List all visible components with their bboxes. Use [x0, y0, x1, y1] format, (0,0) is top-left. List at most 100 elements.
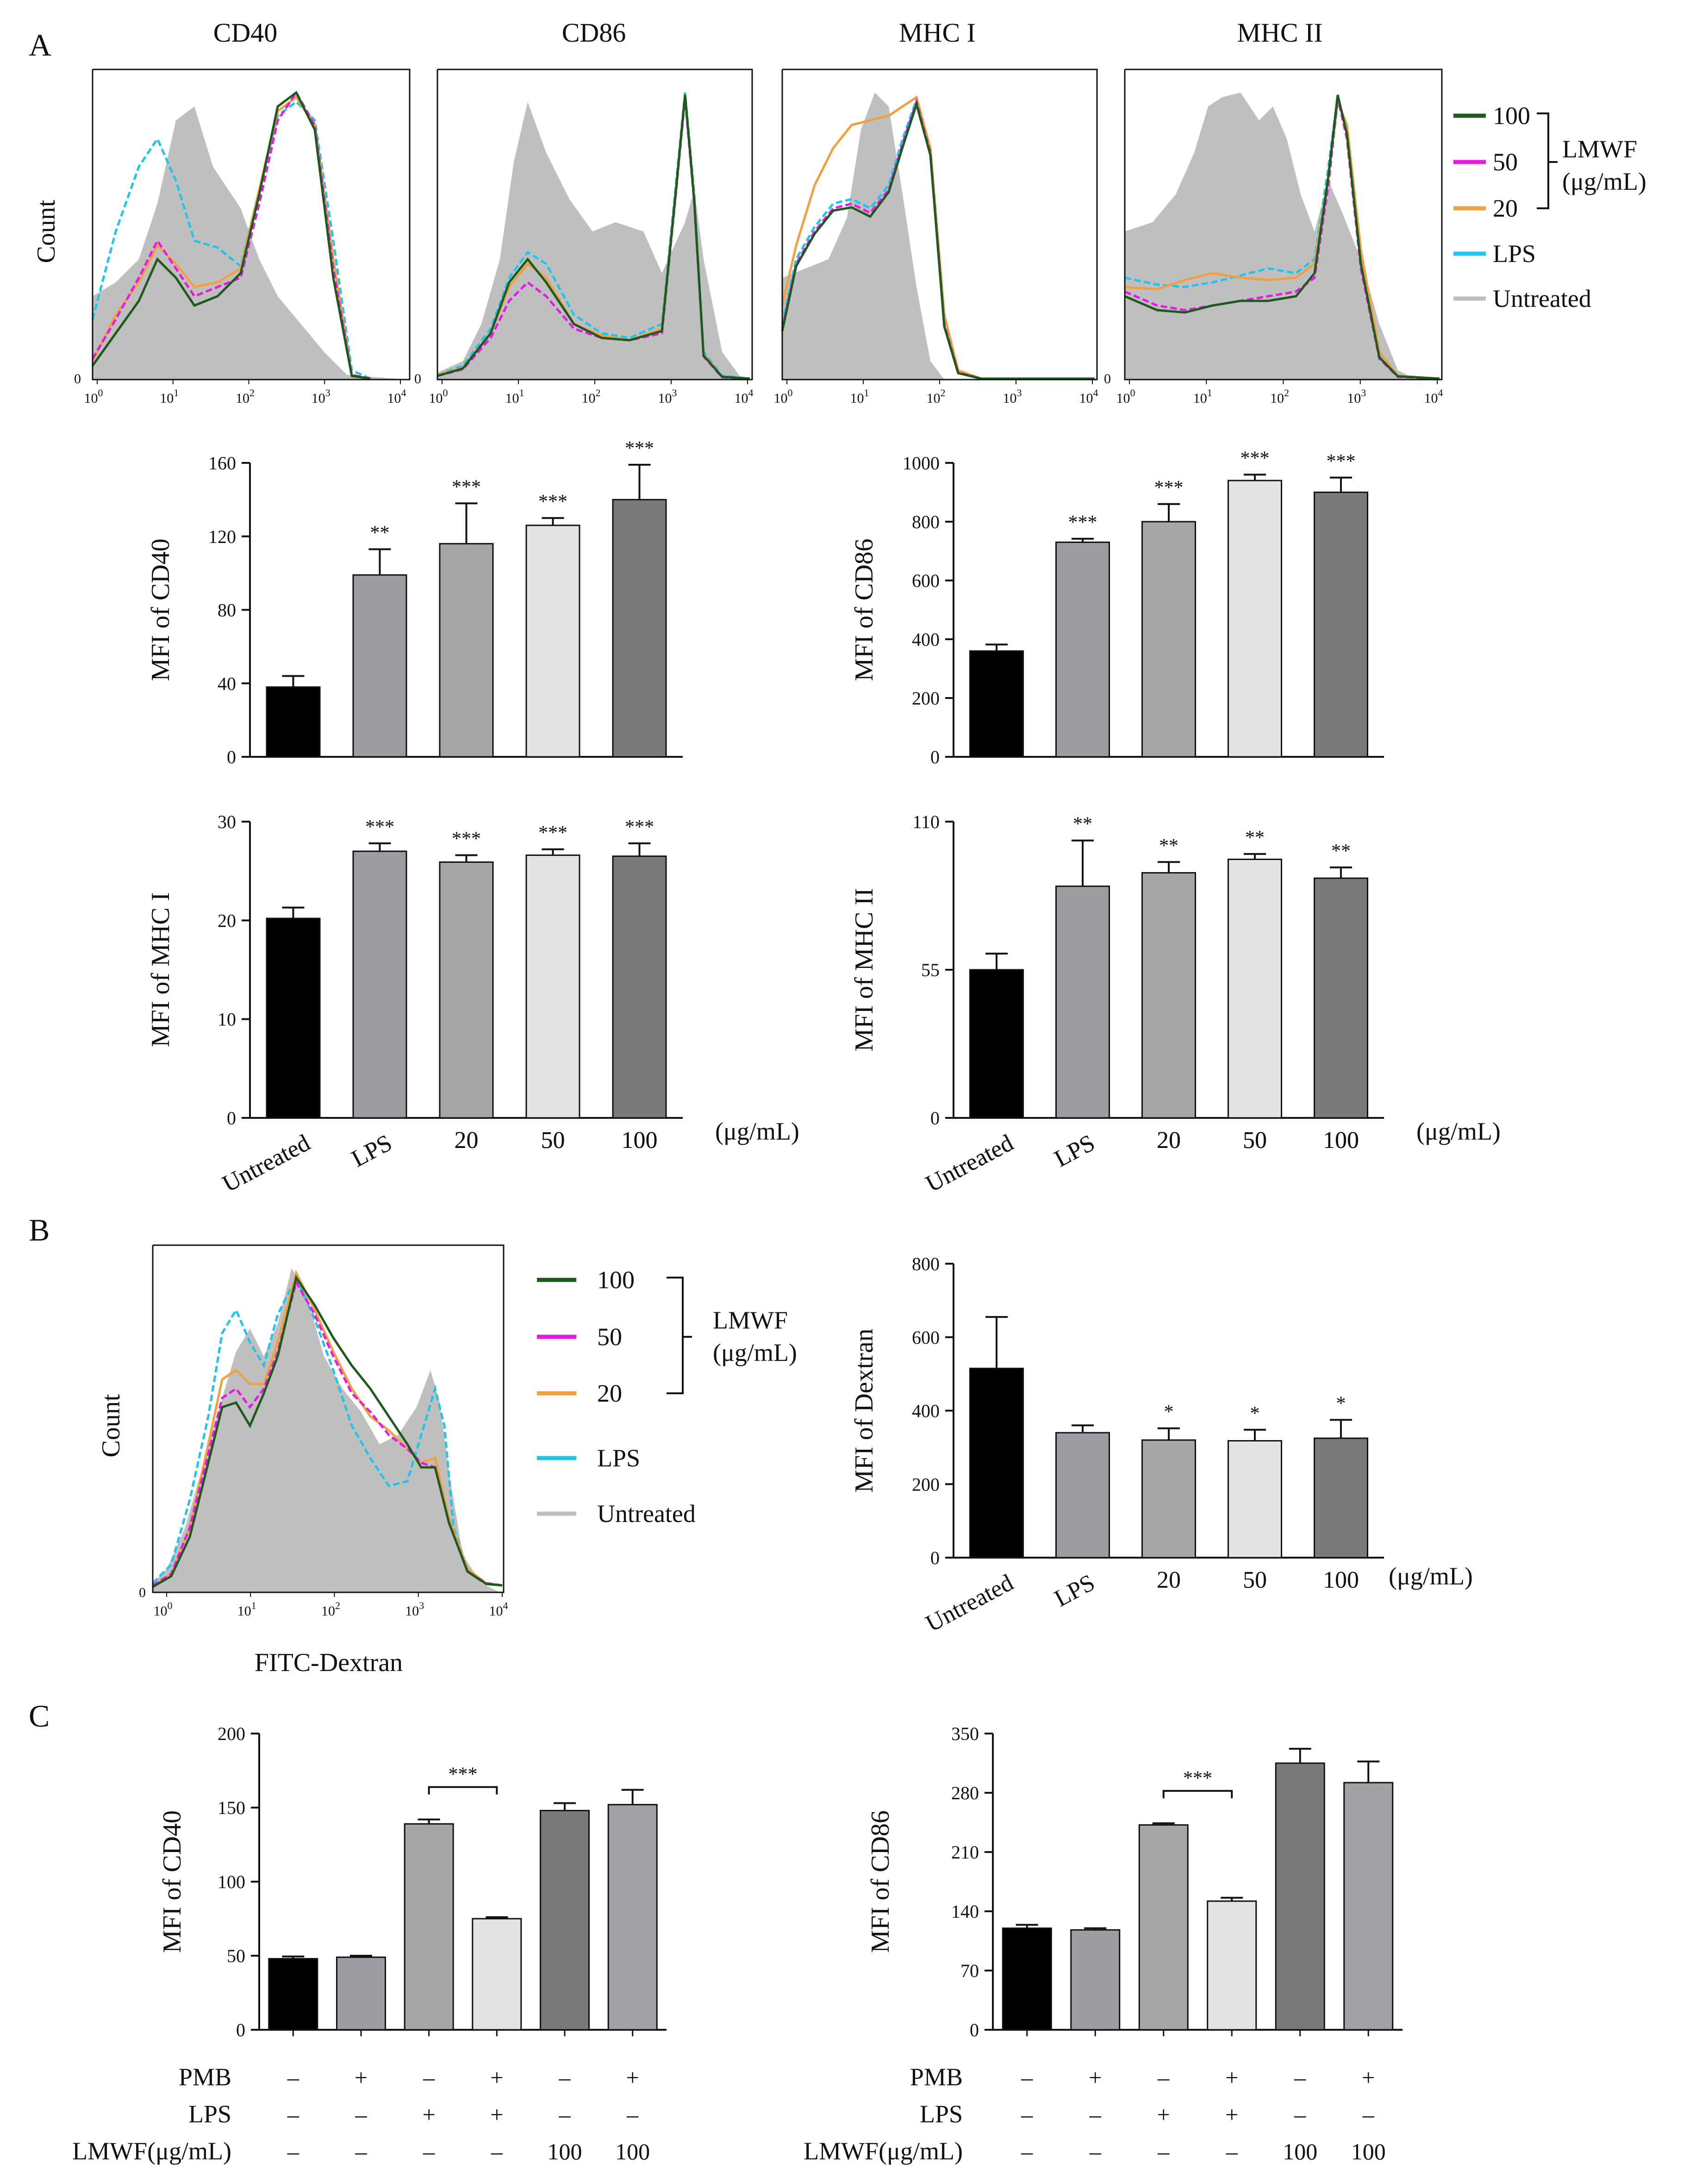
hist-tick-exponent: 4: [1093, 387, 1098, 399]
y-tick-label: 280: [951, 1783, 979, 1803]
hist-tick-base: 10: [1079, 391, 1093, 406]
hist-tick-label: 101: [160, 387, 179, 406]
hist-tick-exponent: 1: [519, 387, 524, 399]
hist-tick-label: 104: [1079, 387, 1098, 406]
significance-label: ***: [449, 1764, 478, 1785]
hist-tick-exponent: 3: [325, 387, 330, 399]
x-category-label: LPS: [347, 1129, 396, 1172]
condition-label-lps: LPS: [920, 2100, 963, 2128]
hist-tick-label: 104: [735, 387, 754, 406]
bar: [1055, 886, 1110, 1119]
condition-cell: –: [287, 2064, 299, 2090]
y-tick-label: 600: [912, 570, 940, 591]
y-axis-label: MFI of CD86: [866, 1810, 895, 1953]
y-tick-label: 10: [218, 1009, 236, 1030]
x-category-label: Untreated: [922, 1129, 1018, 1198]
hist-tick-base: 10: [1116, 391, 1130, 406]
condition-cell: –: [287, 2139, 299, 2164]
x-category-label: 100: [1323, 1127, 1359, 1154]
condition-cell: –: [1021, 2139, 1033, 2164]
hist-tick-exponent: 1: [251, 1600, 256, 1611]
y-tick-label: 120: [208, 526, 236, 547]
histogram-100-line: [1124, 94, 1440, 380]
y-tick-label: 0: [930, 1547, 940, 1568]
y-tick-label: 200: [912, 688, 940, 709]
bar: [1228, 1440, 1282, 1559]
legend-b-bracket: [667, 1277, 684, 1394]
unit-label-b: (μg/mL): [1389, 1562, 1473, 1590]
x-category-label: 20: [455, 1127, 479, 1154]
condition-cell: –: [1089, 2139, 1102, 2164]
bar: [525, 524, 580, 758]
condition-cell: –: [626, 2102, 639, 2127]
hist-tick-base: 10: [236, 391, 249, 406]
bar: [969, 1367, 1024, 1559]
bar: [268, 1958, 318, 2031]
condition-label-lmwf: LMWF(μg/mL): [72, 2137, 231, 2165]
legend-label-lps: LPS: [1493, 240, 1536, 268]
x-category-label: 50: [541, 1127, 565, 1154]
histogram-mhc-i: MHC I: [781, 18, 1098, 380]
bar-chart-2: 0 10 20 30 MFI of MHC I Untreated *** LPS *** 20 *…: [146, 811, 683, 1198]
hist-tick-label: 100: [774, 387, 793, 406]
y-tick-label: 0: [227, 1108, 236, 1129]
condition-cell: +: [355, 2064, 368, 2090]
legend-label-50: 50: [1493, 148, 1518, 176]
condition-label-pmb: PMB: [179, 2063, 231, 2091]
hist-tick-base: 10: [735, 391, 748, 406]
condition-cell: +: [1089, 2064, 1102, 2090]
hist-tick-label: 103: [1003, 387, 1022, 406]
condition-cell: 100: [548, 2139, 582, 2164]
condition-cell: –: [355, 2102, 368, 2127]
histogram-untreated-area: [437, 102, 750, 380]
bar: [525, 854, 580, 1119]
hist-tick-label: 102: [236, 387, 255, 406]
condition-cell: –: [1157, 2139, 1170, 2164]
bar: [404, 1823, 454, 2031]
hist-tick-exponent: 0: [1130, 387, 1135, 399]
conditions-right: PMB LPS LMWF(μg/mL): [804, 2063, 963, 2165]
hist-tick-exponent: 0: [788, 387, 793, 399]
significance-label: *: [1336, 1393, 1346, 1414]
bar-chart-3: 0 55 110 MFI of MHC II Untreated ** LPS ** 20 ** 5…: [850, 811, 1384, 1198]
significance-label: ***: [625, 817, 654, 838]
bar: [266, 686, 321, 758]
bar: [439, 861, 494, 1119]
condition-label-pmb: PMB: [910, 2063, 963, 2091]
hist-tick-base: 10: [1270, 391, 1284, 406]
bar-chart-6: 0 70 140 210 280 350 MFI of CD86 ***: [866, 1723, 1403, 2040]
histogram-title-cd86: CD86: [562, 18, 626, 48]
y-axis-label: MFI of Dextran: [850, 1329, 879, 1493]
hist-tick-exponent: 4: [401, 387, 406, 399]
bar: [1343, 1782, 1394, 2031]
bar: [1141, 1439, 1196, 1559]
histogram-dextran: Count FITC-Dextran: [97, 1244, 505, 1677]
legend-group-lmwf: LMWF: [1562, 135, 1637, 163]
significance-label: ***: [1068, 512, 1097, 533]
y-tick-label: 0: [227, 747, 236, 767]
hist-zero-label: 0: [139, 1585, 146, 1600]
hist-tick-label: 102: [1270, 387, 1289, 406]
legend-b-label-untreated: Untreated: [597, 1500, 696, 1528]
hist-tick-label: 100: [1116, 387, 1135, 406]
bar: [1314, 492, 1368, 758]
bar: [1055, 541, 1110, 758]
hist-tick-base: 10: [774, 391, 788, 406]
significance-label: ***: [1240, 448, 1270, 469]
bar: [352, 850, 407, 1119]
significance-label: ***: [1327, 451, 1356, 472]
bar: [1141, 521, 1196, 758]
hist-tick-base: 10: [927, 391, 941, 406]
hist-tick-base: 10: [237, 1603, 251, 1619]
histogram-axes: [152, 1244, 505, 1593]
y-tick-label: 0: [930, 1108, 940, 1129]
y-tick-label: 200: [912, 1474, 940, 1495]
condition-cell: –: [1021, 2102, 1033, 2127]
x-category-label: LPS: [1050, 1129, 1099, 1172]
hist-tick-exponent: 2: [249, 387, 255, 399]
significance-label: ***: [452, 829, 481, 850]
histogram-untreated-area: [782, 93, 944, 380]
y-axis-label: MFI of CD40: [146, 538, 175, 681]
legend-group-unit: (μg/mL): [1562, 168, 1646, 195]
